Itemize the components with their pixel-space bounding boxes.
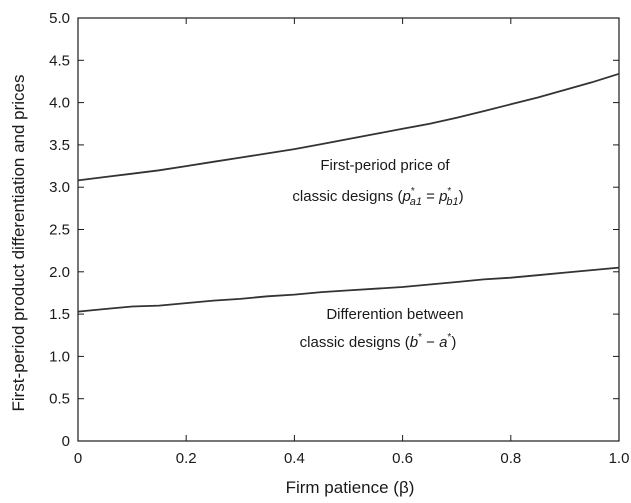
y-axis: 0 0.5 1.0 1.5 2.0 2.5 3.0 3.5 4.0 4.5 5.0 [49,10,619,450]
x-tick-label: 0.6 [392,450,413,467]
annotation-diff-line2: classic designs (b* − a*) [300,332,457,351]
y-axis-title: First-period product differentiation and… [9,74,28,411]
y-tick-label: 5.0 [49,10,70,27]
series-price-line [77,72,620,182]
series-differentiation-line [77,266,620,313]
y-tick-label: 2.5 [49,222,70,239]
y-tick-label: 4.0 [49,95,70,112]
y-tick-label: 0.5 [49,391,70,408]
y-tick-label: 0 [62,433,70,450]
annotation-diff-line1: Differention between [326,306,463,323]
x-tick-label: 0.8 [500,450,521,467]
y-tick-label: 1.5 [49,306,70,323]
annotation-price-line1: First-period price of [320,157,450,174]
x-tick-label: 0 [74,450,82,467]
x-tick-label: 0.4 [284,450,305,467]
annotation-price-line2: classic designs (p* a1 = p* b1) [292,186,463,208]
y-tick-label: 1.0 [49,348,70,365]
x-axis: 0 0.2 0.4 0.6 0.8 1.0 [74,18,630,467]
plot-border [77,17,620,442]
x-axis-title: Firm patience (β) [286,478,415,497]
y-tick-label: 3.0 [49,179,70,196]
plot-frame [77,17,620,442]
y-tick-label: 3.5 [49,137,70,154]
x-tick-label: 0.2 [176,450,197,467]
series-layer [77,72,620,313]
y-tick-label: 4.5 [49,52,70,69]
x-tick-label: 1.0 [609,450,630,467]
y-tick-label: 2.0 [49,264,70,281]
